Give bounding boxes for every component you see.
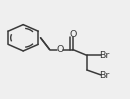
Text: Br: Br xyxy=(99,71,109,80)
Text: O: O xyxy=(70,30,77,39)
Text: O: O xyxy=(56,45,64,54)
Text: Br: Br xyxy=(99,51,109,60)
